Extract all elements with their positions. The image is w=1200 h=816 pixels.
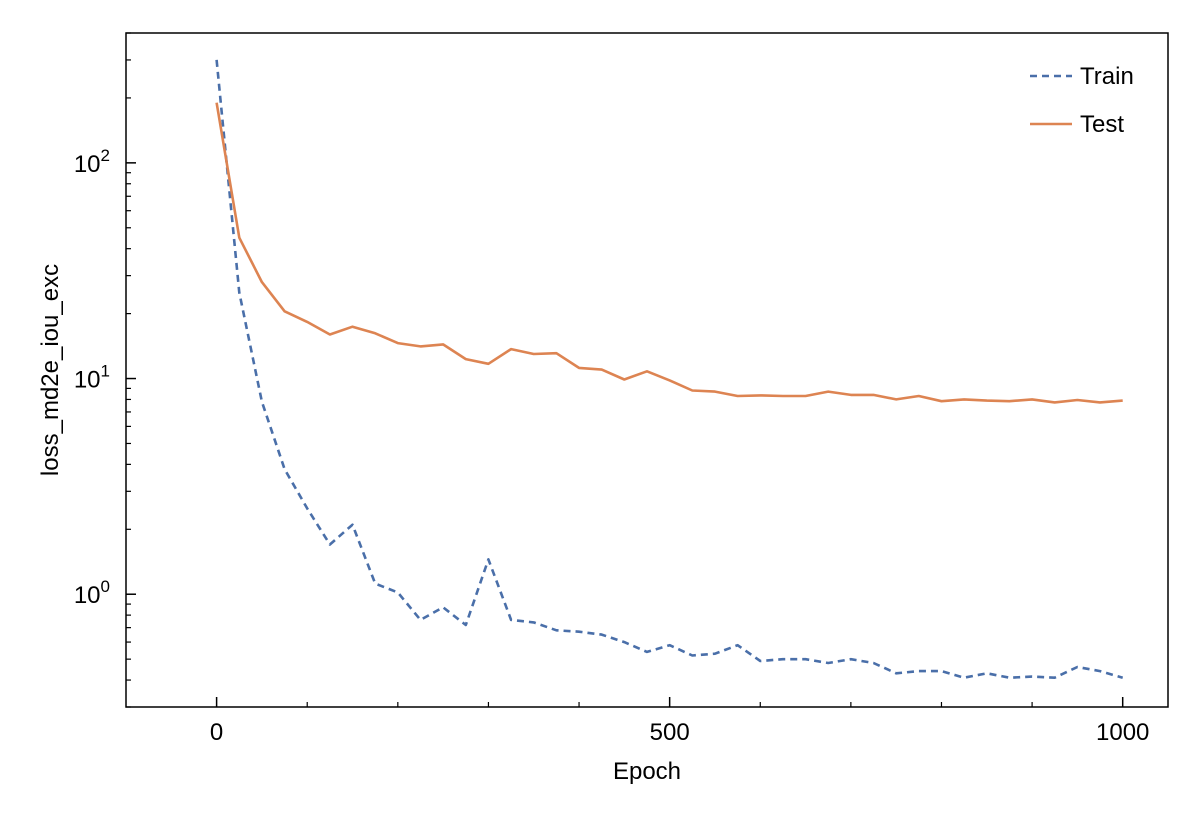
series-layer xyxy=(215,59,1124,680)
series-line-test xyxy=(215,102,1123,404)
plot-frame xyxy=(125,32,1169,708)
y-axis-label: loss_md2e_iou_exc xyxy=(37,264,64,476)
ticks-layer: 0 500 1000 100 101 102 xyxy=(74,32,1149,746)
y-tick-label: 101 xyxy=(74,362,110,394)
series-line-train xyxy=(215,59,1124,680)
y-tick-label: 102 xyxy=(74,146,110,178)
x-tick-label: 0 xyxy=(210,719,223,746)
x-axis-label: Epoch xyxy=(613,758,681,785)
legend-label-test: Test xyxy=(1080,111,1124,138)
x-tick-label: 500 xyxy=(650,719,690,746)
legend: Train Test xyxy=(1030,63,1134,138)
y-tick-label: 100 xyxy=(74,577,110,609)
legend-label-train: Train xyxy=(1080,63,1134,90)
x-tick-label: 1000 xyxy=(1096,719,1149,746)
